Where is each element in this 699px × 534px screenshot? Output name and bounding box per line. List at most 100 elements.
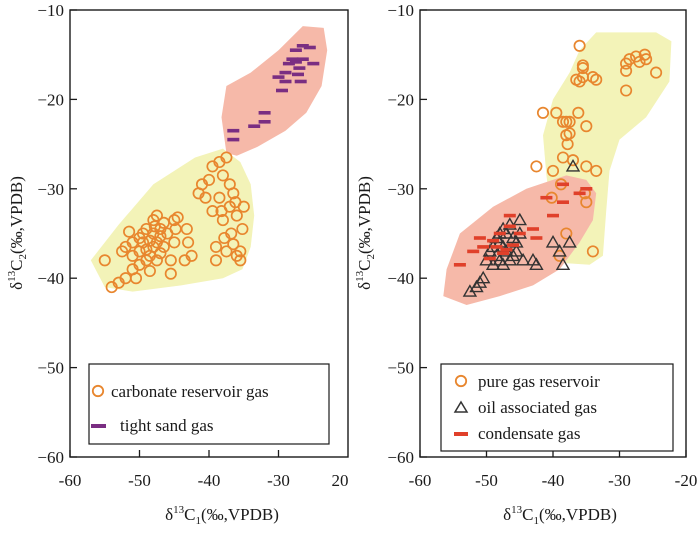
left-point-carbonate-reservoir-gas xyxy=(234,245,247,258)
right-xtick-label: -20 xyxy=(675,471,698,490)
right-point-oil-associated-gas xyxy=(469,279,484,293)
left-point-tight-sand-gas xyxy=(248,124,261,128)
right-point-pure-gas-reservoir xyxy=(620,64,633,77)
right-legend-circle-icon xyxy=(454,374,468,388)
right-legend-label-oil-associated: oil associated gas xyxy=(478,398,597,417)
right-point-condensate-gas xyxy=(547,213,559,218)
left-ytick-label: −30 xyxy=(37,180,64,199)
left-point-tight-sand-gas xyxy=(289,60,302,64)
right-y-ticks: −10 −20 −30 −40 −50 −60 xyxy=(387,1,427,467)
right-point-oil-associated-gas xyxy=(495,257,511,270)
right-point-pure-gas-reservoir xyxy=(570,73,583,86)
right-point-pure-gas-reservoir xyxy=(550,106,563,119)
right-legend-triangle-icon xyxy=(453,400,469,413)
left-point-carbonate-reservoir-gas xyxy=(129,272,143,285)
left-point-carbonate-reservoir-gas xyxy=(216,214,229,227)
left-xtick-label: -30 xyxy=(267,471,290,490)
left-xtick-label: -40 xyxy=(198,471,221,490)
right-point-pure-gas-reservoir xyxy=(586,71,599,84)
right-point-oil-associated-gas xyxy=(462,284,478,297)
right-point-condensate-gas xyxy=(490,245,503,249)
right-point-condensate-gas xyxy=(527,227,539,231)
left-point-carbonate-reservoir-gas xyxy=(213,191,226,204)
left-point-carbonate-reservoir-gas xyxy=(182,236,195,249)
left-ytick-label: −40 xyxy=(37,269,64,288)
left-legend-dash-icon xyxy=(91,424,106,428)
right-point-condensate-gas xyxy=(513,231,526,236)
right-point-oil-associated-gas xyxy=(565,158,581,172)
left-point-tight-sand-gas xyxy=(282,61,295,66)
left-point-tight-sand-gas xyxy=(258,120,271,124)
right-point-oil-associated-gas xyxy=(475,270,491,284)
right-point-pure-gas-reservoir xyxy=(573,39,586,52)
right-point-pure-gas-reservoir xyxy=(620,84,633,97)
left-y-axis-title: δ13C2(‰,VPDB) xyxy=(6,176,29,290)
left-point-tight-sand-gas xyxy=(293,66,306,70)
right-point-condensate-gas xyxy=(507,243,520,247)
right-point-condensate-gas xyxy=(557,200,569,204)
left-xtick-label: -60 xyxy=(59,471,82,490)
right-point-condensate-gas xyxy=(500,247,513,252)
left-x-ticks: -60 -50 -40 -30 xyxy=(59,450,290,490)
right-xtick-label: -40 xyxy=(542,471,565,490)
left-point-carbonate-reservoir-gas xyxy=(171,211,184,224)
left-point-carbonate-reservoir-gas xyxy=(237,200,250,213)
left-extra-x-label: 20 xyxy=(332,471,349,490)
left-point-tight-sand-gas xyxy=(227,137,240,142)
left-point-carbonate-reservoir-gas xyxy=(150,209,163,222)
right-point-condensate-gas xyxy=(453,263,466,267)
right-point-oil-associated-gas xyxy=(502,217,518,230)
right-xtick-label: -60 xyxy=(409,471,432,490)
right-chart: −10 −20 −30 −40 −50 −60 -60 -50 -40 -30 -20 δ13C1… xyxy=(354,1,697,527)
right-point-oil-associated-gas xyxy=(555,257,571,270)
right-point-oil-associated-gas xyxy=(529,257,544,270)
right-ytick-label: −20 xyxy=(387,90,414,109)
left-point-carbonate-reservoir-gas xyxy=(143,264,156,278)
right-point-condensate-gas xyxy=(573,191,586,196)
left-point-carbonate-reservoir-gas xyxy=(206,205,219,218)
left-point-carbonate-reservoir-gas xyxy=(168,236,181,249)
left-point-tight-sand-gas xyxy=(289,48,302,52)
left-point-carbonate-reservoir-gas xyxy=(154,247,167,260)
right-point-oil-associated-gas xyxy=(552,243,567,257)
right-legend-label-pure-gas: pure gas reservoir xyxy=(478,372,600,391)
left-point-tight-sand-gas xyxy=(296,57,309,61)
left-point-tight-sand-gas xyxy=(303,45,316,50)
right-point-condensate-gas xyxy=(493,231,506,236)
left-data-points xyxy=(98,44,320,294)
left-point-carbonate-reservoir-gas xyxy=(227,187,240,200)
left-point-tight-sand-gas xyxy=(307,61,320,66)
left-point-tight-sand-gas xyxy=(292,72,304,77)
right-point-condensate-gas xyxy=(580,187,593,191)
left-point-carbonate-reservoir-gas xyxy=(216,169,229,182)
left-point-tight-sand-gas xyxy=(272,75,285,79)
right-point-pure-gas-reservoir xyxy=(560,115,573,128)
left-point-carbonate-reservoir-gas xyxy=(136,236,150,249)
right-point-pure-gas-reservoir xyxy=(650,66,663,79)
right-envelopes xyxy=(443,32,672,305)
right-point-condensate-gas xyxy=(487,238,500,243)
right-point-pure-gas-reservoir xyxy=(586,245,599,258)
right-data-points xyxy=(453,39,663,297)
left-point-tight-sand-gas xyxy=(294,79,307,84)
right-point-oil-associated-gas xyxy=(512,212,528,226)
left-point-tight-sand-gas xyxy=(276,88,288,93)
left-ytick-label: −10 xyxy=(37,1,64,20)
right-point-oil-associated-gas xyxy=(509,243,524,257)
left-point-carbonate-reservoir-gas xyxy=(209,240,223,253)
right-point-pure-gas-reservoir xyxy=(590,73,603,86)
right-point-pure-gas-reservoir xyxy=(536,106,550,119)
left-point-carbonate-reservoir-gas xyxy=(164,254,177,267)
left-point-tight-sand-gas xyxy=(296,44,309,48)
left-point-tight-sand-gas xyxy=(258,111,271,115)
right-legend-dash-icon xyxy=(454,432,468,436)
left-ytick-label: −50 xyxy=(37,359,64,378)
left-point-carbonate-reservoir-gas xyxy=(185,249,198,262)
right-legend: pure gas reservoir oil associated gas co… xyxy=(440,363,674,452)
left-point-carbonate-reservoir-gas xyxy=(143,234,156,247)
right-point-pure-gas-reservoir xyxy=(640,53,653,66)
left-point-carbonate-reservoir-gas xyxy=(98,254,111,267)
right-point-oil-associated-gas xyxy=(515,252,531,266)
left-ytick-label: −60 xyxy=(37,448,64,467)
